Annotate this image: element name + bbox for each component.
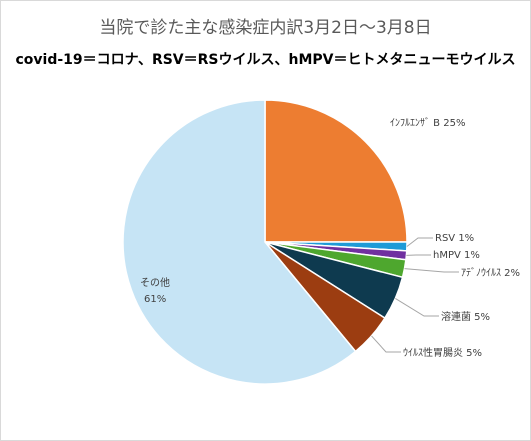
slice-label: 溶連菌 5%: [441, 310, 490, 323]
chart-title: 当院で診た主な感染症内訳3月2日～3月8日: [99, 18, 432, 38]
slice-label: その他 61%: [140, 276, 170, 305]
slice-label: ｳｲﾙｽ性胃腸炎 5%: [403, 346, 482, 359]
slice-label: ｲﾝﾌﾙｴﾝｻﾞ B 25%: [390, 117, 465, 129]
label-leader-line: [371, 335, 401, 353]
label-leader-line: [404, 268, 459, 273]
pie-slice: [264, 99, 408, 243]
pie-slice: [122, 99, 357, 385]
slice-label: RSV 1%: [435, 233, 474, 244]
label-leader-line: [395, 297, 439, 317]
chart-subtitle: covid-19＝コロナ、RSV＝RSウイルス、hMPV＝ヒトメタニューモウイル…: [15, 52, 516, 68]
slice-label: ｱﾃﾞﾉｳｲﾙｽ 2%: [461, 267, 520, 279]
label-leader-line: [406, 237, 433, 247]
slice-label: hMPV 1%: [433, 250, 480, 261]
